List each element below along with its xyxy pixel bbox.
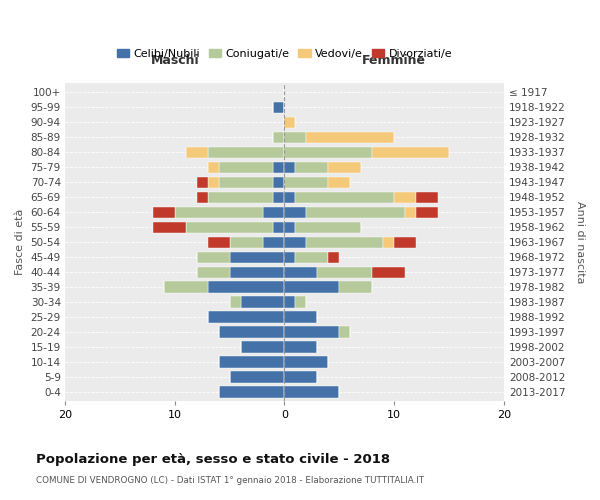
Bar — [263, 206, 284, 218]
Bar — [284, 162, 295, 173]
Legend: Celibi/Nubili, Coniugati/e, Vedovi/e, Divorziati/e: Celibi/Nubili, Coniugati/e, Vedovi/e, Di… — [112, 44, 457, 64]
Bar — [164, 282, 208, 292]
Bar — [416, 206, 438, 218]
Bar — [208, 192, 274, 203]
Y-axis label: Fasce di età: Fasce di età — [15, 209, 25, 276]
Bar — [230, 266, 284, 278]
Bar — [197, 192, 208, 203]
Bar — [230, 252, 284, 263]
Bar — [218, 356, 284, 368]
Bar — [197, 252, 230, 263]
Bar — [284, 282, 340, 292]
Text: Femmine: Femmine — [362, 54, 426, 67]
Bar — [372, 146, 449, 158]
Bar — [284, 222, 295, 233]
Bar — [307, 132, 394, 143]
Bar — [185, 222, 274, 233]
Bar — [295, 162, 328, 173]
Bar — [208, 162, 218, 173]
Bar — [295, 296, 307, 308]
Bar — [218, 176, 274, 188]
Bar — [328, 176, 350, 188]
Bar — [218, 162, 274, 173]
Bar — [218, 326, 284, 338]
Bar — [241, 342, 284, 352]
Bar — [394, 192, 416, 203]
Bar — [197, 176, 208, 188]
Bar — [284, 296, 295, 308]
Bar — [185, 146, 208, 158]
Bar — [230, 372, 284, 382]
Bar — [175, 206, 263, 218]
Bar — [284, 342, 317, 352]
Text: COMUNE DI VENDROGNO (LC) - Dati ISTAT 1° gennaio 2018 - Elaborazione TUTTITALIA.: COMUNE DI VENDROGNO (LC) - Dati ISTAT 1°… — [36, 476, 424, 485]
Bar — [372, 266, 405, 278]
Bar — [284, 146, 372, 158]
Bar — [340, 282, 372, 292]
Bar — [274, 176, 284, 188]
Bar — [328, 162, 361, 173]
Bar — [263, 236, 284, 248]
Bar — [208, 236, 230, 248]
Bar — [284, 252, 295, 263]
Bar — [284, 206, 307, 218]
Bar — [241, 296, 284, 308]
Bar — [295, 192, 394, 203]
Y-axis label: Anni di nascita: Anni di nascita — [575, 201, 585, 283]
Bar — [218, 386, 284, 398]
Bar — [230, 296, 241, 308]
Bar — [274, 162, 284, 173]
Bar — [153, 222, 185, 233]
Bar — [394, 236, 416, 248]
Bar — [284, 386, 340, 398]
Bar — [307, 236, 383, 248]
Bar — [284, 372, 317, 382]
Bar — [284, 176, 328, 188]
Bar — [274, 132, 284, 143]
Bar — [208, 176, 218, 188]
Bar — [295, 252, 328, 263]
Bar — [284, 326, 340, 338]
Bar — [405, 206, 416, 218]
Bar — [208, 146, 284, 158]
Bar — [208, 282, 284, 292]
Bar — [284, 356, 328, 368]
Bar — [197, 266, 230, 278]
Text: Popolazione per età, sesso e stato civile - 2018: Popolazione per età, sesso e stato civil… — [36, 452, 390, 466]
Bar — [340, 326, 350, 338]
Text: Maschi: Maschi — [151, 54, 199, 67]
Bar — [416, 192, 438, 203]
Bar — [274, 102, 284, 113]
Bar — [284, 266, 317, 278]
Bar — [230, 236, 263, 248]
Bar — [284, 116, 295, 128]
Bar — [317, 266, 372, 278]
Bar — [284, 132, 307, 143]
Bar — [295, 222, 361, 233]
Bar — [284, 236, 307, 248]
Bar — [284, 192, 295, 203]
Bar — [274, 192, 284, 203]
Bar — [274, 222, 284, 233]
Bar — [307, 206, 405, 218]
Bar — [383, 236, 394, 248]
Bar — [328, 252, 340, 263]
Bar — [153, 206, 175, 218]
Bar — [284, 312, 317, 322]
Bar — [208, 312, 284, 322]
